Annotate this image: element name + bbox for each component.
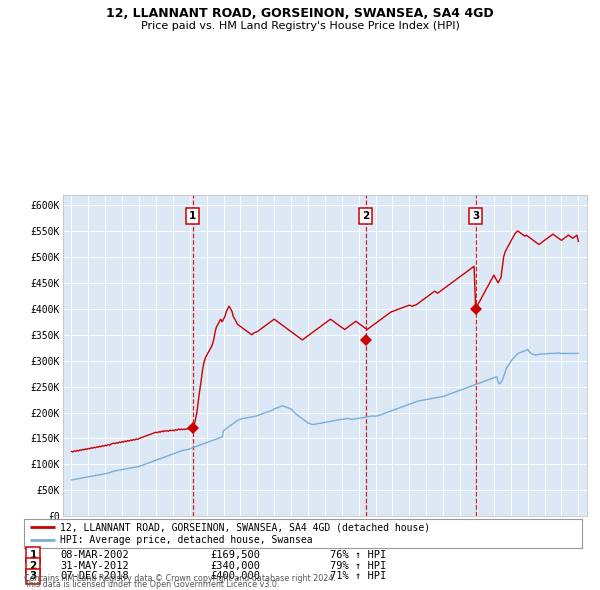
Text: HPI: Average price, detached house, Swansea: HPI: Average price, detached house, Swan… [60, 535, 313, 545]
Text: £169,500: £169,500 [210, 550, 260, 559]
Text: 12, LLANNANT ROAD, GORSEINON, SWANSEA, SA4 4GD (detached house): 12, LLANNANT ROAD, GORSEINON, SWANSEA, S… [60, 522, 430, 532]
Text: Price paid vs. HM Land Registry's House Price Index (HPI): Price paid vs. HM Land Registry's House … [140, 21, 460, 31]
Text: 79% ↑ HPI: 79% ↑ HPI [330, 560, 386, 571]
Text: 76% ↑ HPI: 76% ↑ HPI [330, 550, 386, 559]
Text: 31-MAY-2012: 31-MAY-2012 [60, 560, 129, 571]
Text: Contains HM Land Registry data © Crown copyright and database right 2024.: Contains HM Land Registry data © Crown c… [24, 574, 336, 583]
Text: 1: 1 [29, 550, 37, 559]
Text: £400,000: £400,000 [210, 572, 260, 581]
Text: 08-MAR-2002: 08-MAR-2002 [60, 550, 129, 559]
Text: 12, LLANNANT ROAD, GORSEINON, SWANSEA, SA4 4GD: 12, LLANNANT ROAD, GORSEINON, SWANSEA, S… [106, 7, 494, 20]
Text: This data is licensed under the Open Government Licence v3.0.: This data is licensed under the Open Gov… [24, 581, 280, 589]
Text: 1: 1 [189, 211, 196, 221]
Text: 07-DEC-2018: 07-DEC-2018 [60, 572, 129, 581]
Text: 71% ↑ HPI: 71% ↑ HPI [330, 572, 386, 581]
Text: 3: 3 [29, 572, 37, 581]
Text: £340,000: £340,000 [210, 560, 260, 571]
Text: 2: 2 [362, 211, 370, 221]
Text: 2: 2 [29, 560, 37, 571]
Text: 3: 3 [472, 211, 479, 221]
